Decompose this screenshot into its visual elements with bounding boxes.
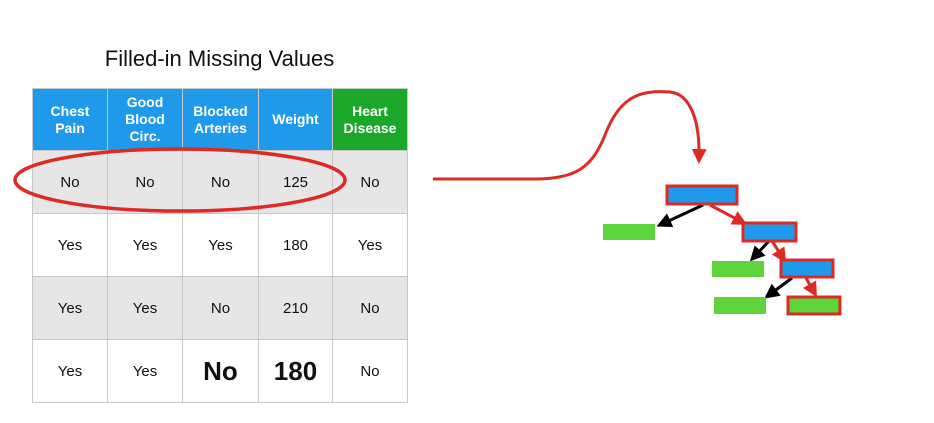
tree-edge-right-1 (709, 203, 748, 225)
tree-node-3 (779, 258, 835, 279)
highlight-ellipse (13, 147, 347, 213)
table-cell: 210 (258, 276, 333, 340)
table-cell: Yes (182, 213, 259, 277)
header-chest-pain: Chest Pain (32, 88, 108, 151)
tree-edge-right-2 (770, 240, 787, 264)
data-table: Chest Pain Good Blood Circ. Blocked Arteries… (32, 88, 408, 403)
tree-leaf-2 (712, 261, 764, 277)
table-cell: No (332, 339, 408, 403)
tree-leaf-3 (714, 297, 766, 314)
tree-edge-left-1 (656, 203, 704, 228)
tree-edge-left-3 (764, 276, 793, 299)
header-weight: Weight (258, 88, 333, 151)
table-body: No No No 125 No Yes Yes Yes 180 Yes Yes Yes No 210 No Y… (32, 150, 408, 403)
tree-leaf-4 (786, 295, 842, 316)
table-cell: No (182, 276, 259, 340)
table-row: Yes Yes No 180 No (32, 339, 408, 403)
table-cell: Yes (332, 213, 408, 277)
table-cell: Yes (107, 339, 183, 403)
table-row: Yes Yes No 210 No (32, 276, 408, 340)
table-row: Yes Yes Yes 180 Yes (32, 213, 408, 277)
table-cell: No (107, 150, 183, 214)
table-cell: Yes (32, 276, 108, 340)
header-blocked-arteries: Blocked Arteries (182, 88, 259, 151)
table-cell: Yes (107, 276, 183, 340)
header-heart-disease: Heart Disease (332, 88, 408, 151)
table-cell: 180 (258, 213, 333, 277)
table-cell: 125 (258, 150, 333, 214)
tree-edge-left-2 (749, 239, 771, 262)
table-cell: 180 (258, 339, 333, 403)
table-cell: No (182, 339, 259, 403)
tree-leaf-1 (603, 224, 655, 240)
sample-path-arrow (433, 90, 707, 181)
page-title: Filled-in Missing Values (104, 46, 335, 71)
table-cell: No (182, 150, 259, 214)
tree-edge-right-3 (803, 277, 817, 298)
tree-root-node (665, 184, 739, 206)
table-cell: No (332, 276, 408, 340)
table-cell: Yes (32, 339, 108, 403)
tree-node-2 (741, 221, 798, 243)
table-header-row: Chest Pain Good Blood Circ. Blocked Arteries… (32, 88, 408, 151)
table-cell: Yes (32, 213, 108, 277)
